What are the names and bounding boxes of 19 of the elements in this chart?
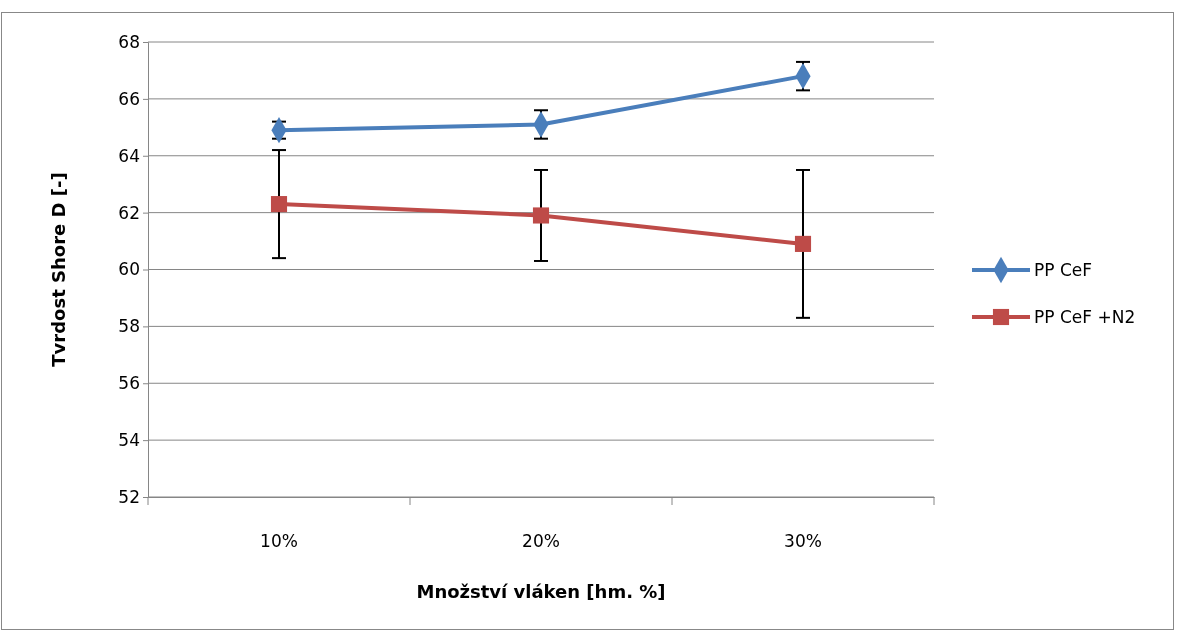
y-tick-label: 62 [118,202,140,223]
x-tick-label: 10% [260,531,298,552]
legend-label: PP CeF [1034,260,1093,280]
x-tick-label: 20% [522,531,560,552]
y-axis-title: Tvrdost Shore D [-] [48,172,69,367]
y-tick-label: 68 [118,31,140,52]
point [794,235,812,252]
x-axis-title: Množství vláken [hm. %] [416,581,666,602]
y-tick-label: 56 [118,373,140,394]
point [532,207,550,224]
y-tick-label: 60 [118,259,140,280]
y-tick-label: 54 [118,430,140,451]
point [270,196,288,213]
x-tick-label: 30% [784,531,822,552]
y-tick-label: 66 [118,88,140,109]
y-tick-label: 58 [118,316,140,337]
legend-label: PP CeF +N2 [1034,307,1136,327]
y-tick-label: 64 [118,145,140,166]
y-tick-label: 52 [118,486,140,507]
